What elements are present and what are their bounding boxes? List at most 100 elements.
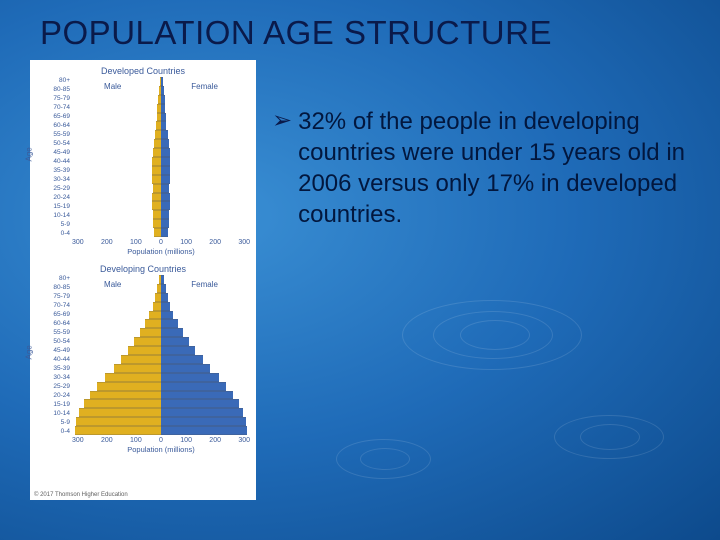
bar-female: [161, 346, 195, 355]
bar-male: [79, 408, 161, 417]
chart-title: Developed Countries: [36, 64, 250, 77]
age-tick: 35-39: [53, 365, 70, 372]
bar-female: [161, 426, 247, 435]
pyramid-row: [72, 408, 250, 417]
age-tick: 20-24: [53, 392, 70, 399]
age-tick: 10-14: [53, 212, 70, 219]
bar-female: [161, 391, 233, 400]
pyramid-row: [72, 426, 250, 435]
pyramid-row: [72, 364, 250, 373]
pyramid-row: [72, 86, 250, 95]
age-tick: 50-54: [53, 140, 70, 147]
age-tick: 65-69: [53, 311, 70, 318]
x-axis: 3002001000100200300: [36, 237, 250, 246]
bar-female: [161, 166, 170, 175]
age-tick: 40-44: [53, 158, 70, 165]
chart-title: Developing Countries: [36, 262, 250, 275]
x-tick: 100: [130, 239, 142, 246]
bar-male: [134, 337, 161, 346]
pyramid-row: [72, 284, 250, 293]
age-tick: 5-9: [61, 221, 70, 228]
bar-male: [84, 399, 161, 408]
age-tick: 45-49: [53, 347, 70, 354]
age-tick: 65-69: [53, 113, 70, 120]
x-axis: 3002001000100200300: [36, 435, 250, 444]
bar-female: [161, 86, 164, 95]
pyramid-row: [72, 139, 250, 148]
pyramid: MaleFemale: [72, 275, 250, 435]
pyramid-row: [72, 210, 250, 219]
bar-male: [153, 302, 161, 311]
age-axis: 80+80-8575-7970-7465-6960-6455-5950-5445…: [36, 275, 72, 435]
x-tick: 200: [101, 239, 113, 246]
x-tick: 0: [159, 239, 163, 246]
content-row: Developed Countries80+80-8575-7970-7465-…: [0, 52, 720, 500]
pyramid-row: [72, 382, 250, 391]
pyramid-row: [72, 355, 250, 364]
pyramid-row: [72, 95, 250, 104]
bar-male: [140, 328, 161, 337]
age-tick: 45-49: [53, 149, 70, 156]
pyramid-row: [72, 417, 250, 426]
bar-male: [97, 382, 161, 391]
age-tick: 0-4: [61, 428, 70, 435]
age-tick: 40-44: [53, 356, 70, 363]
bar-male: [121, 355, 161, 364]
pyramid-row: [72, 399, 250, 408]
age-tick: 75-79: [53, 293, 70, 300]
x-axis-label: Population (millions): [36, 246, 250, 256]
pyramid-row: [72, 275, 250, 284]
age-tick: 30-34: [53, 176, 70, 183]
pyramid-row: [72, 148, 250, 157]
pyramid-row: [72, 328, 250, 337]
bar-male: [153, 148, 161, 157]
bar-male: [152, 166, 161, 175]
x-tick: 300: [72, 437, 84, 444]
pyramid-row: [72, 121, 250, 130]
pyramid-row: [72, 391, 250, 400]
bar-female: [161, 148, 170, 157]
age-tick: 50-54: [53, 338, 70, 345]
age-tick: 25-29: [53, 383, 70, 390]
age-tick: 25-29: [53, 185, 70, 192]
x-tick: 300: [238, 437, 250, 444]
bar-male: [149, 311, 161, 320]
pyramid-row: [72, 193, 250, 202]
age-tick: 35-39: [53, 167, 70, 174]
bar-female: [161, 121, 166, 130]
bar-male: [152, 193, 161, 202]
x-tick: 200: [209, 437, 221, 444]
bar-female: [161, 355, 203, 364]
bar-female: [161, 201, 170, 210]
bar-female: [161, 373, 219, 382]
bar-female: [161, 184, 169, 193]
bar-male: [76, 417, 161, 426]
pyramid-row: [72, 77, 250, 86]
bar-female: [161, 328, 183, 337]
pyramid-row: [72, 104, 250, 113]
bar-female: [161, 139, 169, 148]
x-tick: 100: [130, 437, 142, 444]
chart-body: 80+80-8575-7970-7465-6960-6455-5950-5445…: [36, 77, 250, 237]
age-tick: 20-24: [53, 194, 70, 201]
bar-female: [161, 284, 166, 293]
bar-female: [161, 193, 170, 202]
age-tick: 60-64: [53, 320, 70, 327]
pyramid-row: [72, 373, 250, 382]
bar-female: [161, 175, 170, 184]
bar-male: [153, 184, 161, 193]
figure-panel: Developed Countries80+80-8575-7970-7465-…: [30, 60, 256, 500]
bar-female: [161, 382, 226, 391]
bar-male: [153, 210, 161, 219]
pyramid-row: [72, 319, 250, 328]
pyramid: MaleFemale: [72, 77, 250, 237]
x-tick: 100: [180, 239, 192, 246]
bullet-arrow-icon: ➢: [272, 106, 292, 136]
chart-developed: Developed Countries80+80-8575-7970-7465-…: [36, 64, 250, 256]
pyramid-row: [72, 219, 250, 228]
pyramid-row: [72, 201, 250, 210]
bar-female: [161, 319, 178, 328]
age-tick: 0-4: [61, 230, 70, 237]
x-tick: 200: [209, 239, 221, 246]
pyramid-row: [72, 166, 250, 175]
